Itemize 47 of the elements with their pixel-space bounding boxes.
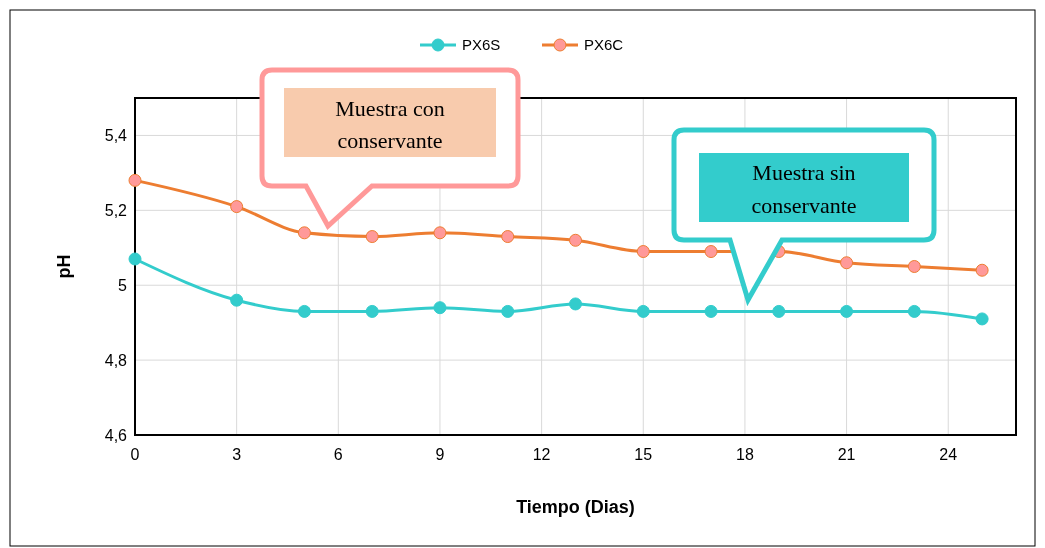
point: [772, 304, 786, 318]
x-tick-label: 6: [333, 446, 343, 463]
y-axis-title: pH: [54, 254, 74, 279]
point: [975, 312, 989, 326]
point: [365, 230, 379, 244]
point: [636, 245, 650, 259]
speech-callout: Muestra sin conservante: [671, 127, 937, 303]
y-tick-label: 5: [118, 277, 128, 295]
point: [297, 304, 311, 318]
point: [569, 297, 582, 311]
point: [704, 304, 718, 318]
annotation: Muestra sin conservante: [751, 160, 857, 218]
y-tick-label: 4,8: [104, 352, 128, 370]
point: [975, 263, 989, 277]
point: [128, 173, 142, 187]
point: [433, 226, 447, 240]
legend-label: PX6S: [462, 36, 501, 53]
annotation: Muestra con conservante: [335, 96, 445, 153]
x-axis-title: Tiempo (Dias): [516, 497, 635, 517]
x-tick-label: 3: [232, 446, 242, 463]
point: [704, 245, 718, 259]
point: [433, 301, 447, 315]
y-tick-label: 4,6: [104, 427, 128, 444]
speech-callout: Muestra con conservante: [259, 67, 521, 229]
legend-label: PX6C: [584, 36, 624, 53]
y-tick-label: 5,2: [104, 202, 128, 220]
x-tick-label: 12: [532, 446, 551, 463]
x-tick-label: 15: [634, 446, 653, 463]
point: [501, 304, 515, 318]
point: [230, 293, 244, 307]
point: [840, 304, 854, 318]
x-tick-label: 9: [435, 446, 445, 463]
point: [230, 200, 244, 214]
x-tick-label: 24: [939, 446, 958, 463]
x-tick-label: 21: [837, 446, 856, 463]
point: [569, 233, 582, 247]
x-tick-label: 18: [736, 446, 754, 463]
y-tick-label: 5,4: [104, 127, 128, 145]
point: [636, 304, 650, 318]
point: [297, 226, 311, 240]
point: [128, 252, 142, 266]
point: [501, 230, 515, 244]
point: [365, 304, 379, 318]
point: [907, 304, 921, 318]
point: [840, 256, 854, 270]
x-tick-label: 0: [130, 446, 140, 463]
point: [907, 260, 921, 273]
